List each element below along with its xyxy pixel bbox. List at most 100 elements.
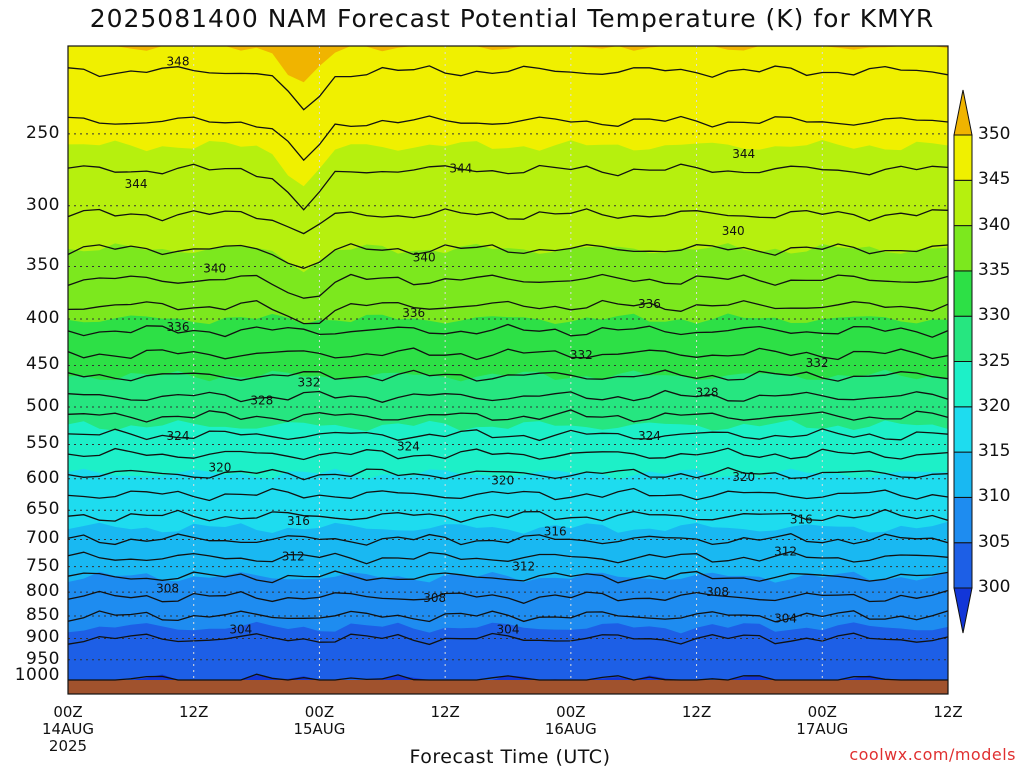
- contour-label: 316: [287, 514, 310, 528]
- colorbar-label: 350: [978, 124, 1011, 144]
- contour-label: 344: [449, 162, 472, 176]
- y-tick-label: 400: [26, 308, 60, 329]
- colorbar-label: 335: [978, 259, 1011, 280]
- contour-342: [67, 208, 949, 235]
- credit-link[interactable]: coolwx.com/models: [849, 745, 1016, 764]
- contour-324: [67, 428, 949, 442]
- contour-label: 332: [806, 356, 829, 370]
- contour-320: [67, 467, 949, 481]
- contour-label: 332: [570, 348, 593, 362]
- contour-label: 340: [722, 224, 745, 238]
- contour-label: 324: [167, 429, 190, 443]
- contour-label: 328: [696, 386, 719, 400]
- contour-label: 308: [156, 582, 179, 596]
- contour-label: 316: [544, 525, 567, 539]
- y-tick-label: 650: [26, 499, 60, 520]
- contour-332: [67, 347, 949, 361]
- contour-334: [67, 323, 949, 338]
- contour-label: 324: [397, 440, 420, 454]
- contour-314: [67, 533, 949, 546]
- colorbar-label: 300: [978, 577, 1011, 597]
- contour-label: 320: [491, 474, 514, 488]
- contour-306: [67, 610, 949, 623]
- y-tick-label: 250: [26, 122, 60, 143]
- contour-label: 312: [282, 550, 305, 564]
- colorbar-label: 340: [978, 214, 1011, 235]
- x-tick-label: 12Z: [933, 703, 963, 721]
- contour-label: 312: [774, 545, 797, 559]
- contour-label: 320: [208, 460, 231, 474]
- contour-label: 308: [706, 585, 729, 599]
- contour-label: 304: [774, 611, 797, 625]
- contour-310: [67, 570, 949, 584]
- y-tick-label: 750: [26, 555, 60, 576]
- contour-label: 336: [402, 306, 425, 320]
- x-tick-label: 12Z: [681, 703, 712, 721]
- colorbar-arrow-top: [953, 89, 973, 136]
- y-tick-label: 500: [26, 395, 60, 416]
- theta-band-345: [68, 46, 948, 187]
- colorbar-band-330: [953, 270, 973, 317]
- colorbar-band-335: [953, 225, 973, 272]
- chart-title: 2025081400 NAM Forecast Potential Temper…: [89, 4, 935, 33]
- contour-label: 316: [790, 512, 813, 526]
- contour-label: 312: [512, 560, 535, 574]
- contour-326: [67, 409, 949, 423]
- y-tick-label: 950: [26, 648, 60, 669]
- y-tick-label: 450: [26, 354, 60, 375]
- colorbar-label: 345: [978, 169, 1011, 190]
- contour-312: [67, 551, 949, 565]
- colorbar-band-320: [953, 361, 973, 408]
- colorbar-band-315: [953, 406, 973, 453]
- contour-336: [67, 299, 949, 325]
- contour-344: [67, 163, 949, 211]
- colorbar-label: 310: [978, 486, 1011, 507]
- colorbar-band-345: [953, 134, 973, 181]
- colorbar-band-310: [953, 451, 973, 498]
- y-tick-label: 300: [26, 194, 60, 215]
- colorbar-band-305: [953, 496, 973, 544]
- contour-label: 324: [638, 429, 661, 443]
- x-tick-label: 12Z: [179, 703, 209, 721]
- y-tick-label: 900: [26, 627, 60, 648]
- y-tick-label: 550: [26, 433, 60, 454]
- contour-330: [67, 369, 949, 382]
- contour-label: 340: [413, 250, 436, 264]
- x-tick-label: 00Z 14AUG 2025: [42, 703, 94, 755]
- contour-322: [67, 447, 949, 461]
- colorbar-band-325: [953, 315, 973, 363]
- plot-frame: [67, 45, 949, 695]
- x-tick-label: 12Z: [430, 703, 460, 721]
- colorbar-label: 320: [978, 395, 1011, 416]
- x-tick-label: 00Z 16AUG: [544, 703, 597, 738]
- contour-346: [67, 115, 949, 162]
- contour-label: 304: [229, 623, 252, 637]
- contour-label: 328: [250, 394, 273, 408]
- colorbar-band-340: [953, 179, 973, 227]
- contour-316: [67, 508, 949, 523]
- colorbar-arrow-bottom: [953, 587, 973, 634]
- contour-308: [67, 589, 949, 604]
- contour-304: [67, 632, 949, 646]
- y-tick-label: 350: [26, 255, 60, 276]
- y-tick-label: 600: [26, 467, 60, 488]
- x-tick-label: 00Z 15AUG: [293, 703, 346, 738]
- contour-label: 348: [167, 54, 190, 68]
- contour-label: 336: [167, 320, 190, 334]
- contour-302: [68, 673, 948, 681]
- colorbar-label: 315: [978, 441, 1011, 462]
- contour-340: [67, 243, 949, 269]
- y-tick-label: 800: [26, 581, 60, 602]
- x-tick-label: 00Z 17AUG: [796, 703, 849, 738]
- x-axis-title: Forecast Time (UTC): [409, 746, 611, 768]
- contour-label: 308: [423, 591, 446, 605]
- contour-label: 320: [732, 470, 755, 484]
- colorbar-label: 330: [978, 305, 1011, 326]
- contour-328: [67, 389, 949, 403]
- contour-label: 336: [638, 297, 661, 311]
- colorbar-label: 325: [978, 350, 1011, 371]
- contour-label: 340: [203, 262, 226, 276]
- colorbar-label: 305: [978, 531, 1011, 552]
- ground-surface: [68, 680, 948, 694]
